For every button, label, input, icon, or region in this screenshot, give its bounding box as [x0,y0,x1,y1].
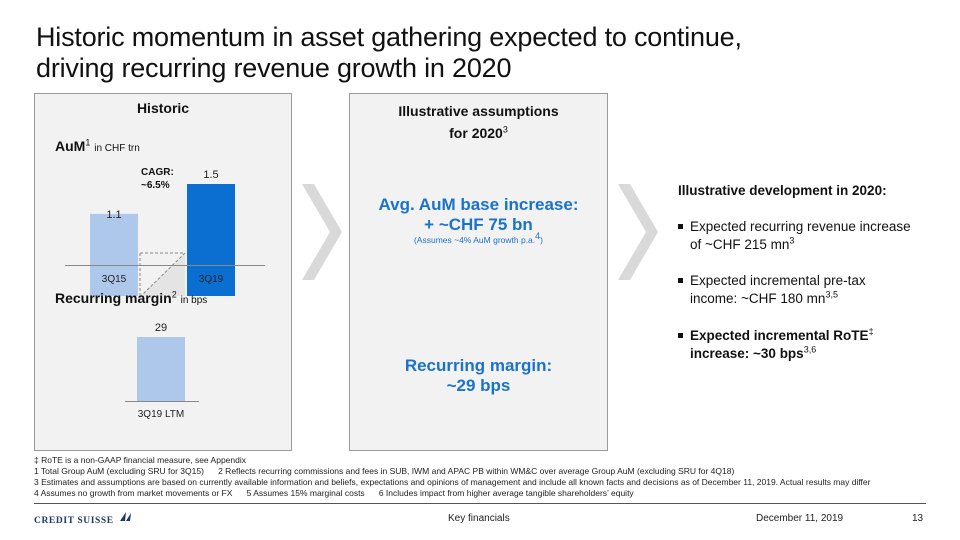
tick-3q15: 3Q15 [101,274,127,285]
aum-bar-chart [90,184,235,296]
footnote-3: 3 Estimates and assumptions are based on… [34,477,871,487]
historic-heading: Historic [136,100,190,116]
aum-axis [65,265,265,266]
bar-value-3q19-ltm: 29 [154,322,168,334]
footnote-1-2: 1 Total Group AuM (excluding SRU for 3Q1… [34,466,735,476]
assumptions-heading: Illustrative assumptions for 20203 [398,103,559,141]
recurring-margin-label: Recurring margin2 in bps [55,289,208,306]
bar-3q19 [187,184,235,296]
bullet-square-icon [678,278,683,283]
margin-unit: in bps [180,295,208,306]
recurring-margin-assumption: Recurring margin: ~29 bps [404,356,553,395]
bullet-pretax-income: Expected incremental pre-tax income: ~CH… [678,272,948,308]
footnote-4-5-6: 4 Assumes no growth from market movement… [34,488,634,498]
cagr-connector [140,252,186,296]
footer-divider [34,503,926,504]
page-title: Historic momentum in asset gathering exp… [36,22,936,84]
margin-axis [125,401,199,402]
page-number: 13 [912,513,924,524]
tick-3q19: 3Q19 [198,274,224,285]
bar-3q15 [90,213,138,296]
development-heading: Illustrative development in 2020: [678,183,887,198]
margin-bar-chart [137,337,185,401]
chevron-right-icon-2 [618,184,658,280]
footer-section: Key financials [448,513,510,524]
bullet-rote-increase: Expected incremental RoTE‡ increase: ~30… [678,327,948,363]
bar-value-3q15: 1.1 [106,209,122,221]
footnote-rote: ‡ RoTE is a non-GAAP financial measure, … [34,455,246,465]
footer-date: December 11, 2019 [756,513,844,524]
bar-value-3q19: 1.5 [203,169,219,181]
bullet-square-icon [678,333,683,338]
chevron-right-icon [302,184,342,280]
bullet-recurring-revenue: Expected recurring revenue increase of ~… [678,218,948,254]
tick-3q19-ltm: 3Q19 LTM [137,409,185,420]
aum-label: AuM1 in CHF trn [55,137,140,154]
aum-growth-note: (Assumes ~4% AuM growth p.a.4) [413,231,544,245]
aum-unit: in CHF trn [94,143,140,154]
historic-panel: Historic AuM1 in CHF trn CAGR: ~6.5% 1.1… [34,93,292,451]
cagr-annotation: CAGR: ~6.5% [141,167,174,191]
assumptions-panel: Illustrative assumptions for 20203 Avg. … [349,93,608,451]
sails-icon [120,512,132,521]
title-line-2: driving recurring revenue growth in 2020 [36,53,512,83]
bullet-square-icon [678,224,683,229]
aum-base-increase: Avg. AuM base increase: + ~CHF 75 bn [378,195,579,234]
bar-3q19-ltm [137,337,185,401]
credit-suisse-logo: CREDIT SUISSE [34,510,133,528]
title-line-1: Historic momentum in asset gathering exp… [36,22,742,52]
